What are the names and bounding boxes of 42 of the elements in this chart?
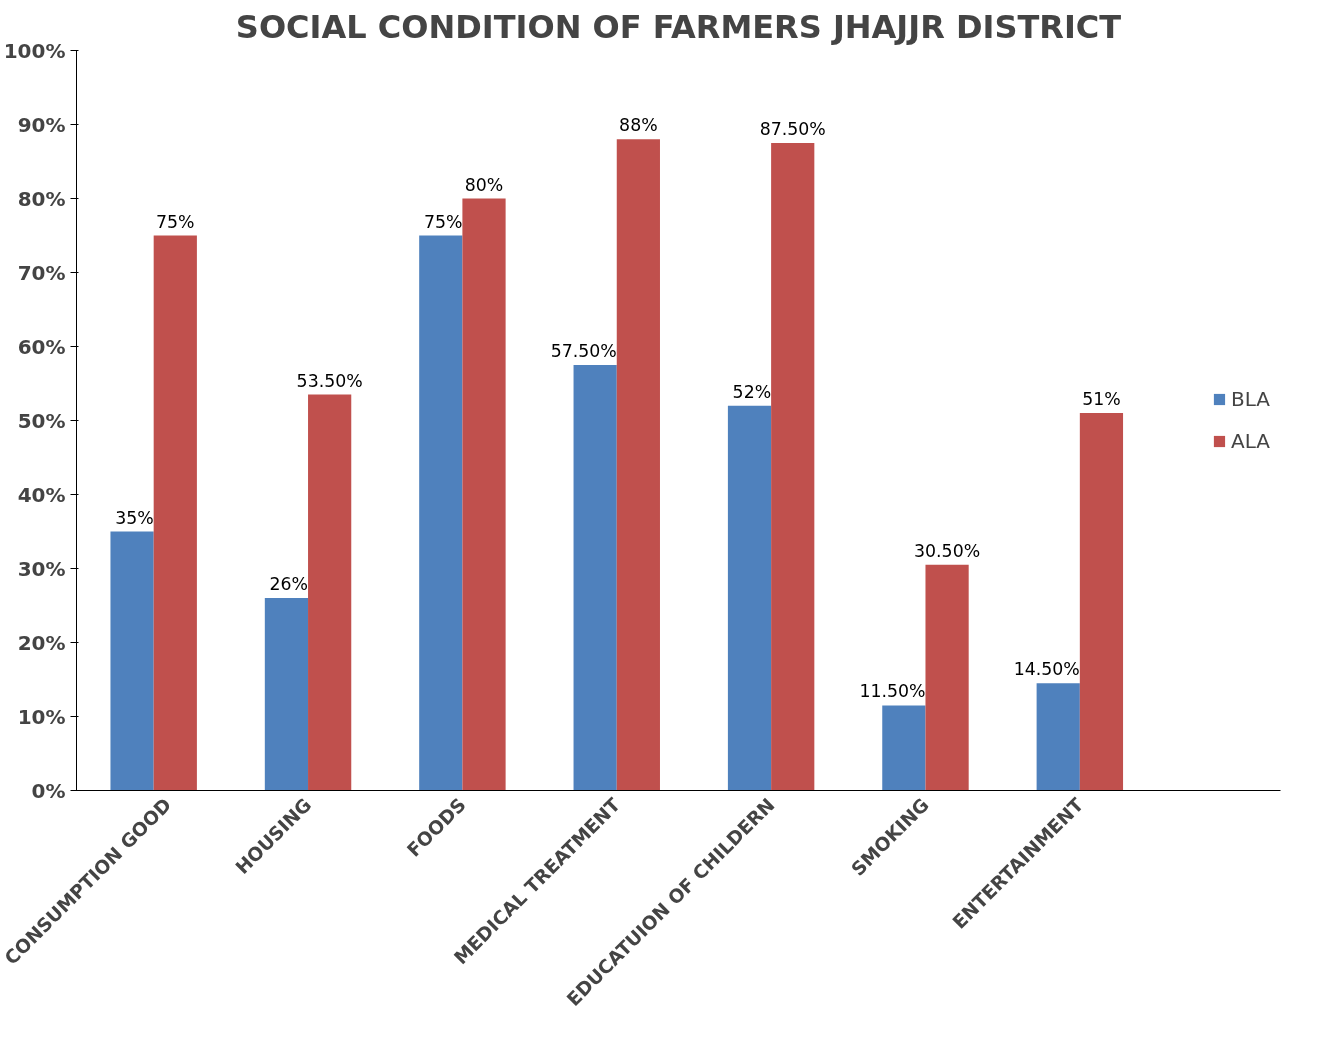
- y-tick-label: 10%: [17, 704, 66, 729]
- data-label: 57.50%: [550, 341, 617, 361]
- data-label: 80%: [464, 174, 504, 195]
- data-label: 87.50%: [759, 119, 826, 139]
- y-tick-label: 50%: [17, 408, 66, 433]
- bar: [308, 394, 352, 791]
- bar: [1036, 683, 1080, 791]
- data-label: 75%: [423, 211, 463, 232]
- y-tick-label: 80%: [17, 186, 66, 211]
- legend-label: ALA: [1230, 429, 1270, 453]
- bar: [1079, 413, 1124, 791]
- legend-label: BLA: [1230, 387, 1270, 411]
- data-label: 35%: [115, 507, 154, 528]
- chart-title: SOCIAL CONDITION OF FARMERS JHAJJR DISTRICT: [235, 7, 1122, 46]
- y-tick-label: 60%: [17, 334, 66, 359]
- bar: [110, 531, 154, 791]
- y-tick-label: 20%: [17, 630, 66, 655]
- data-label: 88%: [619, 115, 658, 136]
- bar: [573, 365, 617, 791]
- data-label: 14.50%: [1013, 659, 1080, 680]
- bar: [727, 405, 772, 791]
- data-label: 75%: [156, 211, 195, 232]
- y-tick-label: 100%: [3, 38, 66, 63]
- data-label: 53.50%: [296, 370, 363, 391]
- data-label: 30.50%: [914, 540, 981, 561]
- bar: [264, 598, 309, 791]
- data-label: 51%: [1082, 389, 1121, 410]
- y-tick-label: 90%: [17, 112, 66, 137]
- bar: [771, 143, 815, 791]
- data-label: 26%: [269, 574, 309, 595]
- data-label: 52%: [732, 381, 772, 402]
- y-tick-label: 30%: [17, 556, 66, 581]
- bar: [882, 705, 926, 791]
- bar: [462, 198, 506, 791]
- bar: [616, 139, 660, 791]
- data-label: 11.50%: [859, 681, 926, 702]
- bar: [153, 235, 197, 791]
- y-tick-label: 0%: [31, 778, 66, 803]
- bar: [419, 235, 463, 791]
- y-tick-label: 40%: [17, 482, 66, 507]
- y-tick-label: 70%: [17, 260, 66, 285]
- bar: [925, 564, 969, 791]
